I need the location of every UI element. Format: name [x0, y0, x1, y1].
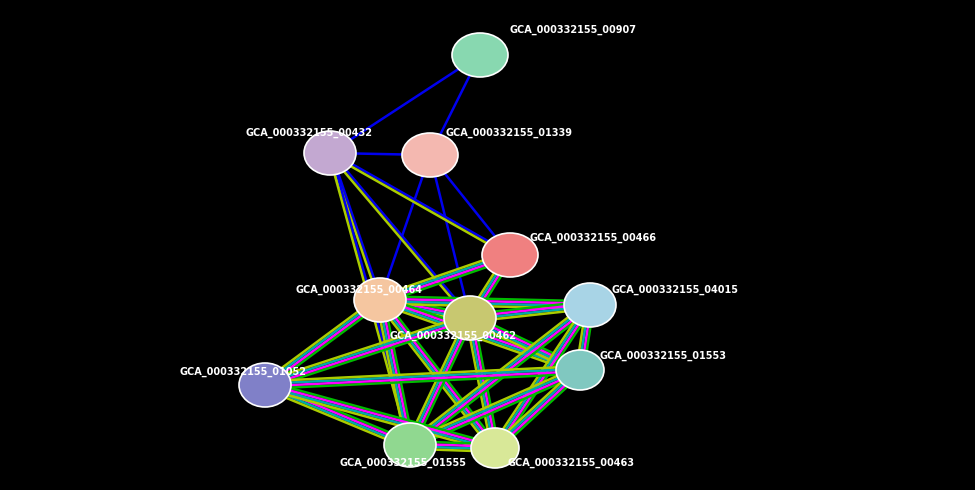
Text: GCA_000332155_00462: GCA_000332155_00462 [390, 331, 517, 341]
Text: GCA_000332155_01339: GCA_000332155_01339 [445, 128, 572, 138]
Text: GCA_000332155_00466: GCA_000332155_00466 [530, 233, 657, 243]
Ellipse shape [239, 363, 291, 407]
Ellipse shape [564, 283, 616, 327]
Text: GCA_000332155_01555: GCA_000332155_01555 [340, 458, 467, 468]
Text: GCA_000332155_00907: GCA_000332155_00907 [510, 25, 637, 35]
Text: GCA_000332155_01052: GCA_000332155_01052 [180, 367, 307, 377]
Ellipse shape [482, 233, 538, 277]
Text: GCA_000332155_00432: GCA_000332155_00432 [245, 128, 372, 138]
Ellipse shape [556, 350, 604, 390]
Text: GCA_000332155_01553: GCA_000332155_01553 [600, 351, 727, 361]
Ellipse shape [384, 423, 436, 467]
Text: GCA_000332155_04015: GCA_000332155_04015 [612, 285, 739, 295]
Ellipse shape [304, 131, 356, 175]
Ellipse shape [444, 296, 496, 340]
Ellipse shape [452, 33, 508, 77]
Ellipse shape [354, 278, 406, 322]
Text: GCA_000332155_00464: GCA_000332155_00464 [295, 285, 422, 295]
Text: GCA_000332155_00463: GCA_000332155_00463 [508, 458, 635, 468]
Ellipse shape [471, 428, 519, 468]
Ellipse shape [402, 133, 458, 177]
